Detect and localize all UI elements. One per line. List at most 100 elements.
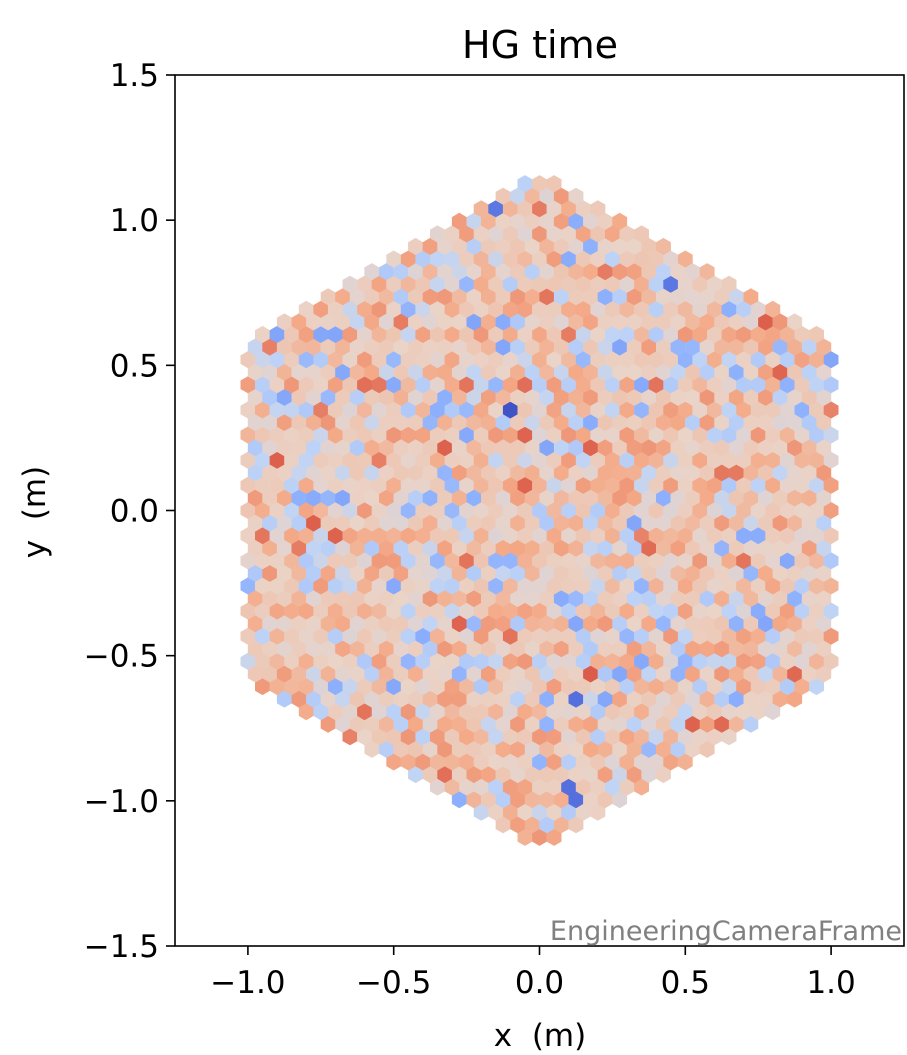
camera-pixel [663, 300, 679, 318]
camera-pixel [823, 502, 839, 519]
camera-pixel [481, 237, 496, 255]
camera-pixel [255, 451, 270, 469]
camera-pixel [605, 602, 620, 620]
camera-pixel [801, 338, 817, 356]
camera-pixel [371, 552, 387, 570]
camera-pixel [583, 590, 598, 608]
camera-pixel [284, 527, 300, 545]
camera-pixel [575, 275, 591, 293]
camera-pixel [437, 263, 453, 281]
camera-pixel [568, 237, 584, 255]
camera-pixel [663, 351, 679, 369]
camera-pixel [816, 464, 832, 482]
camera-pixel [255, 652, 270, 670]
camera-pixel [809, 577, 824, 595]
camera-pixel [699, 288, 715, 306]
camera-pixel [677, 627, 693, 645]
camera-pixel [422, 413, 438, 431]
chart-title: HG time [462, 23, 618, 67]
camera-pixel [561, 250, 577, 268]
camera-pixel [481, 665, 496, 683]
camera-pixel [736, 351, 752, 369]
camera-pixel [794, 678, 810, 696]
camera-pixel [779, 351, 795, 369]
camera-pixel [626, 514, 642, 532]
camera-pixel [517, 803, 533, 821]
camera-pixel [495, 338, 511, 356]
camera-pixel [561, 803, 577, 821]
camera-pixel [590, 401, 606, 419]
camera-pixel [546, 376, 562, 394]
camera-pixel [269, 577, 285, 595]
camera-pixel [313, 502, 329, 519]
camera-pixel [743, 690, 759, 708]
camera-pixel [772, 690, 788, 708]
camera-pixel [335, 363, 351, 381]
camera-pixel [656, 766, 671, 784]
camera-pixel [510, 439, 526, 457]
camera-pixel [561, 476, 577, 494]
camera-pixel [656, 388, 671, 406]
camera-pixel [539, 816, 555, 834]
camera-pixel [619, 476, 635, 494]
camera-pixel [473, 627, 489, 645]
camera-pixel [707, 476, 722, 494]
camera-pixel [539, 590, 555, 608]
camera-pixel [342, 502, 358, 519]
camera-pixel [626, 640, 642, 658]
camera-pixel [466, 665, 482, 683]
camera-pixel [327, 552, 343, 570]
camera-pixel [473, 502, 489, 519]
camera-pixel [495, 740, 511, 758]
camera-pixel [750, 325, 766, 343]
camera-pixel [284, 451, 300, 469]
camera-pixel [379, 665, 394, 683]
camera-pixel [539, 740, 555, 758]
camera-pixel [510, 690, 526, 708]
camera-pixel [823, 552, 839, 570]
camera-pixel [349, 413, 365, 431]
camera-pixel [743, 640, 759, 658]
camera-pixel [765, 678, 781, 696]
camera-pixel [597, 212, 613, 230]
camera-pixel [546, 703, 562, 721]
camera-pixel [510, 740, 526, 758]
camera-pixel [291, 564, 307, 582]
camera-pixel [291, 413, 307, 431]
camera-pixel [816, 388, 832, 406]
camera-pixel [714, 363, 730, 381]
camera-pixel [648, 577, 664, 595]
camera-pixel [240, 351, 256, 369]
camera-pixel [539, 640, 555, 658]
camera-pixel [320, 564, 336, 582]
camera-pixel [721, 602, 737, 620]
camera-pixel [626, 766, 642, 784]
camera-pixel [816, 665, 832, 683]
camera-pixel [714, 413, 730, 431]
camera-pixel [255, 376, 270, 394]
camera-pixel [794, 577, 810, 595]
camera-pixel [699, 363, 715, 381]
camera-pixel [269, 376, 285, 394]
camera-pixel [481, 413, 496, 431]
camera-pixel [495, 615, 511, 633]
camera-pixel [342, 401, 358, 419]
camera-pixel [422, 564, 438, 582]
camera-pixel [597, 590, 613, 608]
camera-pixel [488, 703, 504, 721]
camera-pixel [393, 464, 409, 482]
camera-pixel [459, 225, 474, 243]
camera-pixel [590, 325, 606, 343]
camera-pixel [546, 200, 562, 218]
camera-pixel [823, 627, 839, 645]
camera-pixel [473, 778, 489, 796]
camera-pixel [619, 250, 635, 268]
camera-pixel [415, 401, 431, 419]
camera-pixel [327, 376, 343, 394]
camera-pixel [400, 275, 416, 293]
camera-pixel [510, 237, 526, 255]
camera-pixel [612, 766, 628, 784]
camera-pixel [568, 715, 584, 733]
camera-pixel [342, 351, 358, 369]
y-tick-label: −0.5 [84, 639, 159, 675]
